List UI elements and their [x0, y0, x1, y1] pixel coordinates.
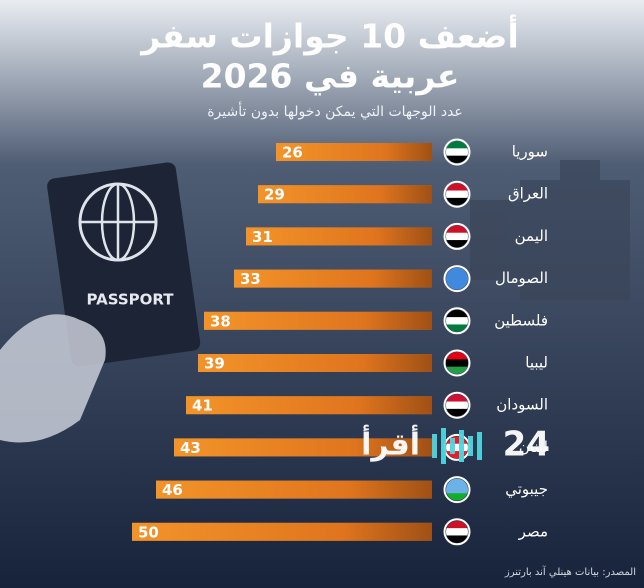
bar-shade — [234, 269, 432, 288]
flag-stripe — [446, 324, 468, 332]
flag — [446, 394, 468, 417]
flag-stripe — [446, 451, 468, 459]
flag-stripe — [446, 485, 468, 494]
flag-stripe — [446, 366, 468, 374]
category-label: السودان — [496, 396, 548, 414]
flag — [446, 520, 468, 543]
flag-stripe — [446, 401, 468, 410]
value-label: 46 — [162, 481, 183, 499]
category-label: اليمن — [515, 227, 548, 245]
flag-ring — [443, 222, 471, 250]
flag — [446, 436, 468, 459]
flag-ring — [443, 476, 471, 504]
category-label: جيبوتي — [505, 480, 548, 499]
flag-stripe — [446, 155, 468, 163]
bar-shade — [132, 522, 432, 541]
flag-stripe — [446, 436, 468, 445]
flag — [446, 267, 468, 290]
flag-ring — [443, 138, 471, 166]
category-label: ليبيا — [525, 354, 548, 372]
flag-ring — [443, 518, 471, 546]
flag-stripe — [446, 148, 468, 157]
bar-shade — [276, 143, 432, 161]
flag-stripe — [446, 528, 468, 536]
category-label: فلسطين — [494, 311, 548, 329]
category-label: الصومال — [495, 269, 548, 287]
value-label: 31 — [252, 228, 273, 246]
flag-stripe — [446, 359, 468, 368]
flag-ring — [443, 265, 471, 293]
subtitle: عدد الوجهات التي يمكن دخولها بدون تأشيرة — [207, 101, 463, 120]
flag-ring — [443, 349, 471, 377]
flag — [446, 225, 468, 248]
watermark-text: أقرأ — [361, 425, 420, 463]
value-label: 39 — [204, 355, 225, 373]
flag-stripe — [446, 478, 468, 487]
flag-stripe — [446, 352, 468, 360]
value-label: 50 — [138, 523, 159, 541]
bar-shade — [186, 396, 432, 415]
category-label: سوريا — [512, 143, 548, 161]
flag-ring — [443, 180, 471, 208]
flag-stripe — [446, 317, 468, 325]
flag — [446, 309, 468, 332]
flag-stripe — [446, 274, 468, 283]
flag-stripe — [446, 197, 468, 206]
flag-stripe — [446, 141, 468, 149]
value-label: 33 — [240, 270, 261, 288]
flag — [446, 352, 468, 374]
title-line: أضعف 10 جوازات سفر — [139, 15, 519, 57]
value-label: 38 — [210, 312, 231, 330]
flag-stripe — [446, 183, 468, 192]
flag-stripe — [446, 535, 468, 543]
value-label: 26 — [282, 144, 303, 162]
flag-stripe — [446, 394, 468, 403]
flag-stripe — [446, 309, 468, 318]
flag-ring — [443, 307, 471, 335]
bar-shade — [156, 480, 432, 499]
watermark-number: 24 — [503, 425, 550, 465]
flag-stripe — [446, 240, 468, 248]
flag-stripe — [446, 267, 468, 276]
flag-stripe — [446, 443, 468, 452]
bars: 26 سوريا 29 العراق 31 اليمن 33 الصومال 38 فلسطين 3… — [132, 138, 548, 546]
ruins — [470, 160, 630, 300]
source: المصدر: بيانات هينلي آند بارتنرز — [504, 565, 636, 578]
bar-shade — [246, 227, 432, 246]
bar-shade — [198, 354, 432, 372]
category-label: العراق — [508, 185, 548, 203]
bar-shade — [204, 311, 432, 330]
flag-stripe — [446, 225, 468, 234]
flag-stripe — [446, 190, 468, 199]
flag-stripe — [446, 232, 468, 241]
flag-stripe — [446, 493, 468, 501]
flag-ring — [443, 391, 471, 419]
passport-illustration: PASSPORT — [0, 162, 201, 443]
category-label: مصر — [518, 522, 548, 540]
flag-stripe — [446, 408, 468, 417]
value-label: 43 — [180, 439, 201, 457]
flag — [446, 478, 468, 501]
title-line: عربية في 2026 — [201, 57, 460, 97]
value-label: 41 — [192, 397, 213, 415]
flag — [446, 183, 468, 206]
passport-text: PASSPORT — [86, 291, 174, 309]
watermark: 24 أقرأ — [361, 425, 550, 465]
value-label: 29 — [264, 186, 285, 204]
flag-stripe — [446, 520, 468, 529]
flag — [446, 141, 468, 163]
bar-shade — [174, 438, 432, 457]
flag-stripe — [446, 282, 468, 290]
bar-shade — [258, 185, 432, 204]
category-label: لبنان — [519, 438, 548, 456]
